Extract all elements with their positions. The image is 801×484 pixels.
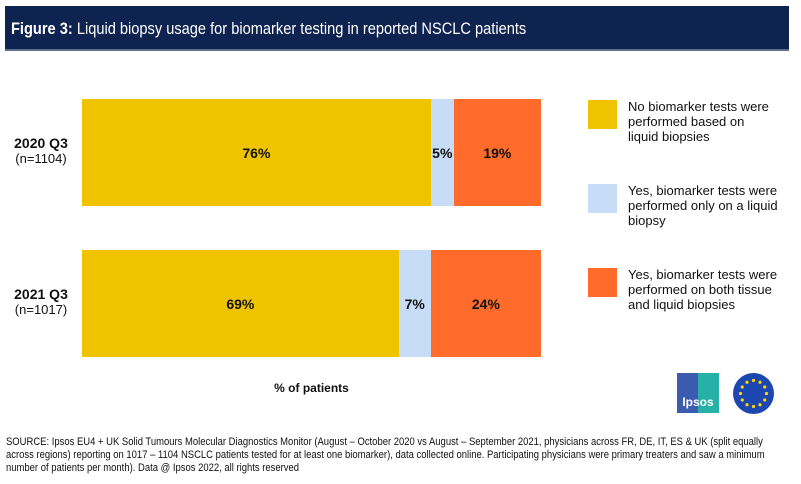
bar-segment: 7% [398, 250, 431, 357]
ipsos-logo: Ipsos [677, 373, 719, 413]
x-axis-label: % of patients [274, 381, 349, 395]
legend-swatch [588, 100, 617, 129]
legend-label: Yes, biomarker tests were performed only… [628, 183, 778, 228]
category-n: (n=1104) [15, 151, 67, 166]
category-name: 2021 Q3 [14, 286, 68, 302]
eu-flag-icon [733, 373, 774, 414]
bar-segment: 19% [453, 99, 541, 206]
legend-label: No biomarker tests were performed based … [628, 99, 769, 144]
data-label: 19% [483, 144, 512, 161]
source-note: SOURCE: Ipsos EU4 + UK Solid Tumours Mol… [6, 436, 765, 474]
category-label: 2021 Q3 (n=1017) [6, 286, 76, 317]
data-label: 69% [226, 295, 255, 312]
legend-label: Yes, biomarker tests were performed on b… [628, 267, 778, 312]
bar-segment: 24% [430, 250, 541, 357]
data-label: 24% [471, 295, 500, 312]
data-label: 5% [432, 144, 453, 161]
category-n: (n=1017) [14, 302, 68, 317]
legend-swatch [588, 268, 617, 297]
category-name: 2020 Q3 [14, 135, 68, 151]
bar-segment: 76% [82, 99, 431, 206]
data-label: 7% [404, 295, 425, 312]
figure-header: Figure 3: Liquid biopsy usage for biomar… [5, 6, 789, 51]
bar-segment: 5% [430, 99, 454, 206]
bar-segment: 69% [82, 250, 399, 357]
data-label: 76% [242, 144, 271, 161]
figure-title: Liquid biopsy usage for biomarker testin… [76, 19, 527, 38]
category-label: 2020 Q3 (n=1104) [6, 135, 76, 166]
legend-swatch [588, 184, 617, 213]
figure-label: Figure 3: [11, 19, 73, 38]
